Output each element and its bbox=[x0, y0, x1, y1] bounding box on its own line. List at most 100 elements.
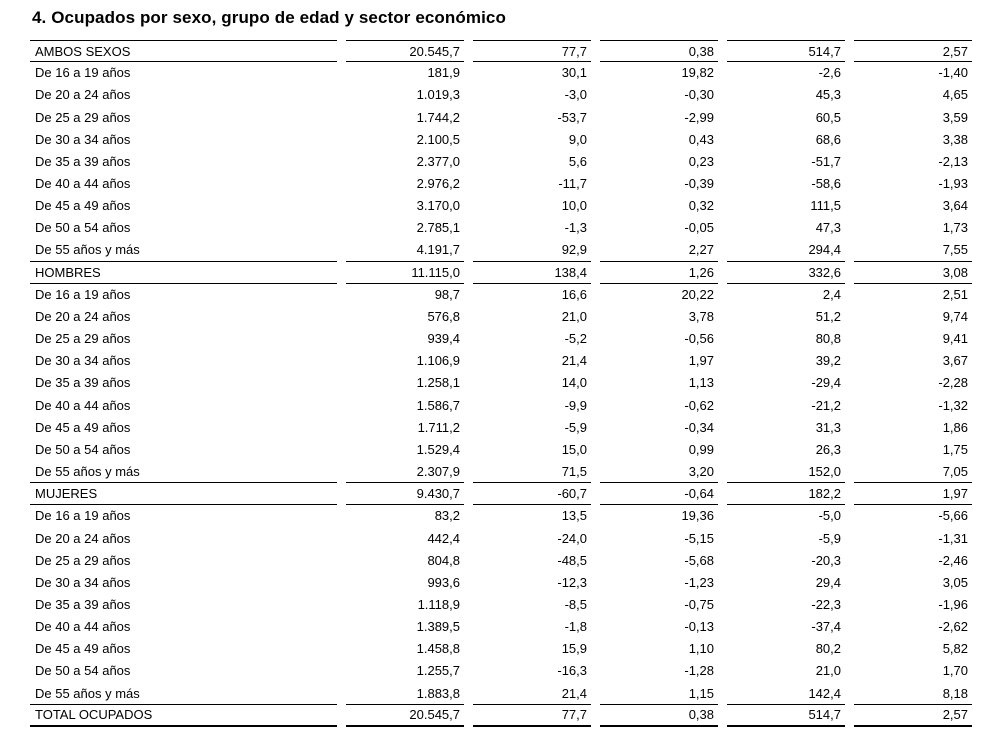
cell-value: 80,2 bbox=[815, 641, 841, 657]
row-label: De 35 a 39 años bbox=[35, 375, 131, 391]
cell-value: -5,0 bbox=[818, 508, 841, 524]
cell-value: -2,13 bbox=[938, 153, 968, 169]
cell-value: 9,41 bbox=[942, 331, 968, 347]
cell-value: 111,5 bbox=[810, 198, 841, 214]
cell-value: -5,15 bbox=[684, 530, 714, 546]
cell-value: 1,86 bbox=[942, 419, 968, 435]
cell-value: 1,97 bbox=[688, 353, 714, 369]
row-label: De 50 a 54 años bbox=[35, 220, 131, 236]
cell-value: 3,20 bbox=[600, 461, 718, 484]
cell-value: 1.118,9 bbox=[417, 596, 460, 612]
cell-value: 29,4 bbox=[815, 574, 841, 590]
table-row: De 20 a 24 años 576,8 21,0 3,78 51,2 9,74 bbox=[30, 306, 973, 328]
table-row: De 20 a 24 años 442,4 -24,0 -5,15 -5,9 -1,31 bbox=[30, 527, 973, 549]
table-row: De 16 a 19 años 83,2 13,5 19,36 -5,0 -5,66 bbox=[30, 505, 973, 527]
row-label: MUJERES bbox=[30, 483, 337, 506]
cell-value: 20.545,7 bbox=[346, 40, 464, 63]
cell-value: 1.258,1 bbox=[416, 375, 460, 391]
cell-value: 514,7 bbox=[727, 705, 845, 727]
row-label: De 35 a 39 años bbox=[35, 153, 131, 169]
cell-value: 20.545,7 bbox=[346, 705, 464, 727]
cell-value: 576,8 bbox=[427, 308, 460, 324]
table-row: De 40 a 44 años 1.586,7 -9,9 -0,62 -21,2 -1,3… bbox=[30, 395, 973, 417]
row-label: De 16 a 19 años bbox=[35, 65, 131, 81]
table-row: De 40 a 44 años 1.389,5 -1,8 -0,13 -37,4 -2,6… bbox=[30, 616, 973, 638]
cell-value: -12,3 bbox=[557, 574, 587, 590]
cell-value: -1,3 bbox=[564, 220, 587, 236]
cell-value: 10,0 bbox=[561, 198, 587, 214]
cell-value: -0,75 bbox=[684, 596, 714, 612]
cell-value: -0,39 bbox=[684, 176, 714, 192]
cell-value: 0,38 bbox=[600, 705, 718, 727]
cell-value: 60,5 bbox=[815, 109, 841, 125]
cell-value: 77,7 bbox=[473, 40, 591, 63]
cell-value: 3,64 bbox=[942, 198, 968, 214]
cell-value: -5,9 bbox=[564, 419, 587, 435]
cell-value: -2,62 bbox=[938, 619, 968, 635]
cell-value: 4,65 bbox=[942, 87, 968, 103]
cell-value: 0,23 bbox=[688, 153, 714, 169]
cell-value: 2.785,1 bbox=[416, 220, 460, 236]
cell-value: -3,0 bbox=[564, 87, 587, 103]
cell-value: 30,1 bbox=[561, 65, 587, 81]
row-label: De 25 a 29 años bbox=[35, 552, 131, 568]
cell-value: 20,22 bbox=[681, 286, 714, 302]
cell-value: 15,0 bbox=[561, 441, 587, 457]
table-row: De 50 a 54 años 2.785,1 -1,3 -0,05 47,3 1,73 bbox=[30, 217, 973, 239]
cell-value: -37,4 bbox=[811, 619, 841, 635]
row-label: De 35 a 39 años bbox=[35, 596, 131, 612]
table-row: De 35 a 39 años 2.377,0 5,6 0,23 -51,7 -2,13 bbox=[30, 151, 973, 173]
table-section-row: HOMBRES 11.115,0 138,4 1,26 332,6 3,08 bbox=[30, 262, 973, 284]
cell-value: 1,75 bbox=[942, 441, 968, 457]
cell-value: 0,99 bbox=[688, 441, 714, 457]
cell-value: 19,36 bbox=[681, 508, 714, 524]
cell-value: 13,5 bbox=[561, 508, 587, 524]
table-row: De 30 a 34 años 2.100,5 9,0 0,43 68,6 3,38 bbox=[30, 129, 973, 151]
cell-value: -60,7 bbox=[473, 483, 591, 506]
cell-value: -1,31 bbox=[938, 530, 968, 546]
cell-value: 68,6 bbox=[815, 131, 841, 147]
cell-value: -9,9 bbox=[564, 397, 587, 413]
row-label: De 16 a 19 años bbox=[35, 286, 131, 302]
cell-value: 2.377,0 bbox=[416, 153, 460, 169]
cell-value: 21,4 bbox=[561, 353, 587, 369]
row-label: AMBOS SEXOS bbox=[30, 40, 337, 63]
cell-value: -48,5 bbox=[557, 552, 587, 568]
cell-value: 442,4 bbox=[427, 530, 460, 546]
cell-value: -16,3 bbox=[557, 663, 587, 679]
cell-value: 181,9 bbox=[427, 65, 460, 81]
cell-value: 8,18 bbox=[854, 683, 972, 705]
table-row: De 16 a 19 años 181,9 30,1 19,82 -2,6 -1,40 bbox=[30, 62, 973, 84]
row-label: TOTAL OCUPADOS bbox=[30, 705, 337, 727]
cell-value: 0,43 bbox=[688, 131, 714, 147]
cell-value: 3,59 bbox=[942, 109, 968, 125]
cell-value: 332,6 bbox=[727, 262, 845, 284]
cell-value: 9,0 bbox=[568, 131, 587, 147]
cell-value: -2,28 bbox=[938, 375, 968, 391]
row-label: De 30 a 34 años bbox=[35, 131, 131, 147]
cell-value: 51,2 bbox=[815, 308, 841, 324]
cell-value: 2,51 bbox=[942, 286, 968, 302]
cell-value: -2,6 bbox=[818, 65, 841, 81]
cell-value: 39,2 bbox=[815, 353, 841, 369]
cell-value: -2,99 bbox=[684, 109, 714, 125]
table-row: De 20 a 24 años 1.019,3 -3,0 -0,30 45,3 4,65 bbox=[30, 84, 973, 106]
cell-value: 1,10 bbox=[688, 641, 714, 657]
cell-value: 92,9 bbox=[473, 239, 591, 262]
cell-value: 2.307,9 bbox=[346, 461, 464, 484]
cell-value: 0,38 bbox=[600, 40, 718, 63]
row-label: De 45 a 49 años bbox=[35, 641, 131, 657]
cell-value: 9.430,7 bbox=[346, 483, 464, 506]
cell-value: 1.586,7 bbox=[416, 397, 460, 413]
row-label: De 20 a 24 años bbox=[35, 308, 131, 324]
cell-value: -8,5 bbox=[564, 596, 587, 612]
cell-value: 5,6 bbox=[568, 153, 587, 169]
cell-value: -1,23 bbox=[684, 574, 714, 590]
cell-value: 939,4 bbox=[427, 331, 460, 347]
table-row: De 40 a 44 años 2.976,2 -11,7 -0,39 -58,6 -1,… bbox=[30, 173, 973, 195]
cell-value: -0,34 bbox=[684, 419, 714, 435]
cell-value: 142,4 bbox=[727, 683, 845, 705]
row-label: De 40 a 44 años bbox=[35, 176, 131, 192]
cell-value: 514,7 bbox=[727, 40, 845, 63]
cell-value: -0,05 bbox=[684, 220, 714, 236]
